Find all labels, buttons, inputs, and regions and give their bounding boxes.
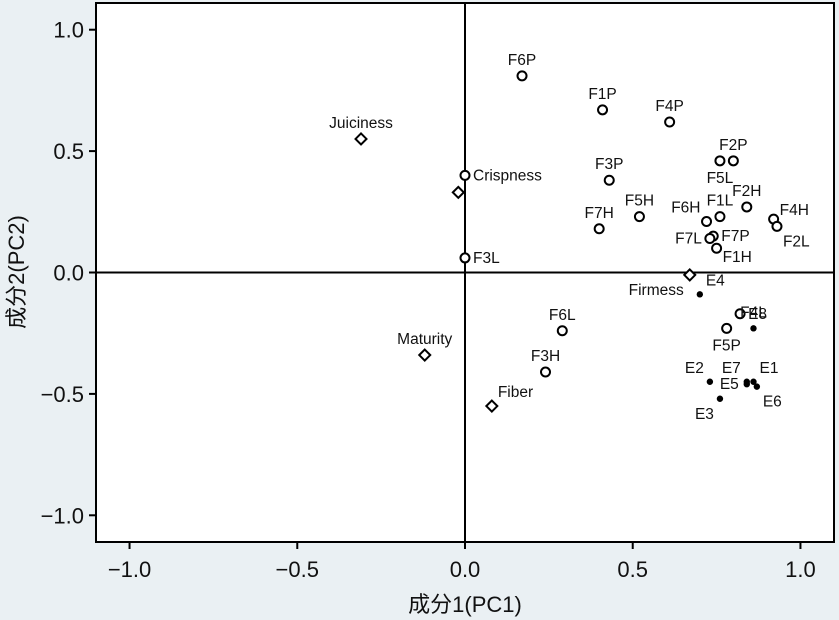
data-point-open-circle: [771, 220, 783, 232]
data-point-diamond: [484, 399, 499, 413]
point-label: F7L: [675, 231, 702, 248]
point-label: F7P: [721, 228, 749, 245]
data-point-open-circle: [704, 233, 716, 245]
y-tick-label: 0.0: [53, 261, 84, 286]
point-label: E4: [706, 272, 725, 289]
data-point-open-circle: [593, 223, 605, 235]
data-point-diamond: [682, 268, 697, 282]
data-point-open-circle: [727, 155, 739, 167]
data-point-open-circle: [714, 155, 726, 167]
data-point-diamond: [417, 348, 432, 362]
point-label: F5P: [712, 337, 740, 354]
point-label: F6L: [549, 307, 576, 324]
point-label: Juiciness: [329, 115, 393, 132]
data-point-open-circle: [516, 70, 528, 82]
point-label: E8: [748, 306, 767, 323]
point-label: Fiber: [498, 384, 533, 401]
x-tick-label: −1.0: [108, 557, 151, 582]
point-label: F6H: [671, 200, 700, 217]
data-point-filled-dot: [743, 380, 750, 388]
point-label: F4P: [655, 98, 683, 115]
point-label: F5L: [707, 170, 734, 187]
data-point-filled-dot: [753, 383, 761, 390]
point-label: Firmess: [629, 282, 684, 299]
x-tick-label: 0.5: [617, 557, 648, 582]
x-axis-title: 成分1(PC1): [408, 592, 522, 617]
data-points: [354, 70, 783, 413]
data-point-diamond: [354, 132, 368, 146]
x-tick-label: 1.0: [785, 557, 816, 582]
point-label: Maturity: [397, 331, 452, 348]
point-label: F3L: [473, 250, 500, 267]
zero-lines: [96, 3, 834, 542]
point-label: F1L: [707, 193, 734, 210]
data-point-open-circle: [459, 252, 471, 264]
y-tick-label: −1.0: [41, 503, 84, 528]
point-label: F1H: [723, 249, 752, 266]
point-label: F6P: [508, 52, 536, 69]
point-label: F4L: [740, 304, 767, 321]
point-label: F5H: [625, 193, 654, 210]
point-labels: F6P F1P F4P F2P F3P F5L Crispness F2H F5H F6H F1L F…: [329, 52, 810, 423]
point-label: F1P: [588, 86, 616, 103]
data-point-filled-dot: [750, 378, 757, 385]
point-label: F2P: [719, 137, 747, 154]
data-point-open-circle: [741, 201, 753, 213]
data-point-filled-dot: [716, 395, 724, 402]
data-point-filled-dot: [696, 291, 704, 298]
point-label: Crispness: [473, 167, 542, 184]
point-label: F3P: [595, 156, 623, 173]
y-tick-label: 1.0: [53, 18, 84, 43]
data-point-open-circle: [701, 216, 713, 228]
y-axis-title: 成分2(PC2): [4, 215, 29, 329]
data-point-open-circle: [597, 104, 609, 116]
x-tick-label: −0.5: [276, 557, 319, 582]
data-point-open-circle: [540, 366, 552, 378]
x-tick-label: 0.0: [450, 557, 481, 582]
data-point-diamond: [451, 185, 466, 200]
point-label: F3H: [531, 348, 560, 365]
data-point-open-circle: [603, 174, 615, 186]
point-label: F4H: [780, 202, 809, 219]
point-label: E5: [720, 376, 739, 393]
data-point-open-circle: [734, 308, 746, 320]
point-label: E6: [763, 394, 782, 411]
point-label: E7: [722, 360, 741, 377]
point-label: F2L: [783, 233, 810, 250]
point-label: E3: [695, 406, 714, 423]
data-point-filled-dot: [706, 378, 714, 385]
point-label: F2H: [732, 183, 761, 200]
data-point-open-circle: [714, 211, 726, 223]
data-point-open-circle: [711, 242, 723, 254]
data-point-open-circle: [556, 325, 568, 337]
y-tick-label: −0.5: [41, 382, 84, 407]
data-point-open-circle: [633, 211, 645, 223]
point-label: E1: [759, 360, 778, 377]
data-point-filled-dot: [750, 325, 757, 332]
data-point-open-circle: [664, 116, 676, 128]
data-point-open-circle: [459, 169, 471, 181]
y-tick-label: 0.5: [53, 139, 84, 164]
axis-ticks: −1.0 −0.5 0.0 0.5 1.0 −1.0 −0.5 0.0 0.5 1.0: [41, 18, 816, 582]
point-label: E2: [685, 360, 704, 377]
data-point-open-circle: [721, 322, 733, 334]
point-label: F7H: [585, 205, 614, 222]
